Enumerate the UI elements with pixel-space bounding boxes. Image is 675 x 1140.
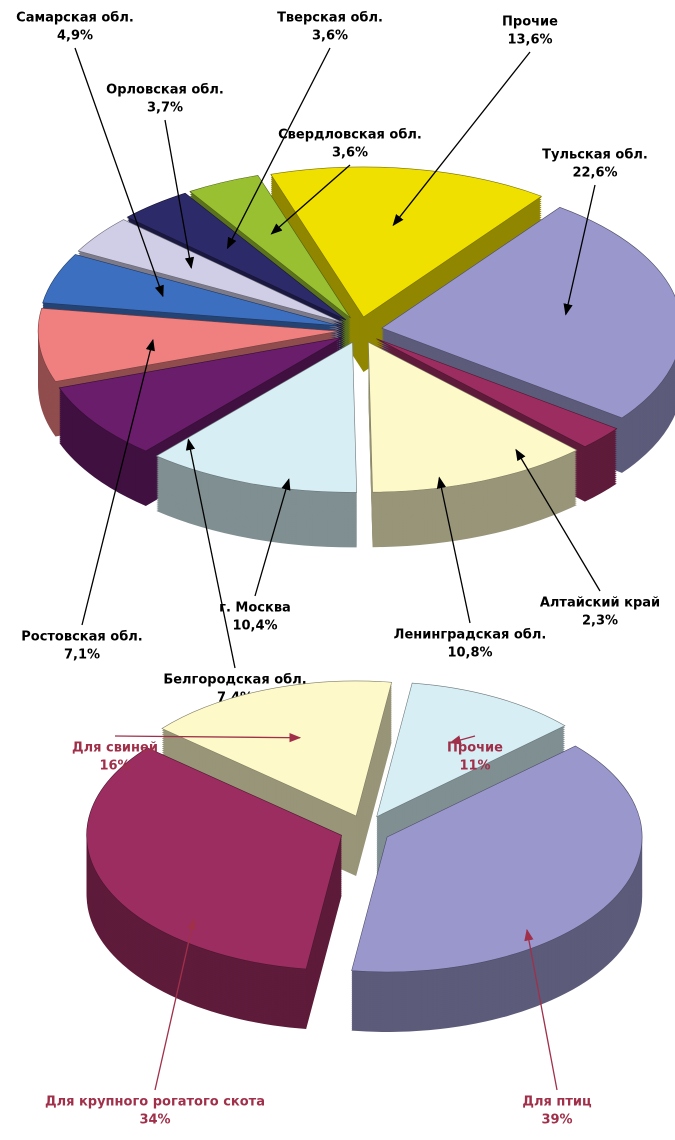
slice: [86, 747, 342, 1030]
label-arrow: [270, 164, 351, 235]
slice-value-label: 39%: [541, 1113, 572, 1128]
slice-label: Для птиц: [522, 1095, 592, 1110]
label-arrow: [436, 476, 471, 624]
label-arrow: [449, 735, 476, 745]
slice-label: Ростовская обл.: [21, 630, 143, 645]
label-arrow: [81, 338, 155, 626]
slice-top: [37, 307, 339, 382]
slice-label: г. Москва: [219, 601, 291, 616]
label-arrow: [524, 928, 558, 1091]
slice-value-label: 3,7%: [147, 101, 183, 116]
slice: [155, 341, 357, 548]
slice-top: [86, 747, 342, 970]
slice-value-label: 2,3%: [582, 614, 618, 629]
slice-value-label: 10,4%: [232, 619, 277, 634]
slice-label: Прочие: [502, 15, 558, 30]
label-arrow: [254, 478, 291, 597]
slice-top: [189, 175, 351, 319]
label-arrow: [226, 47, 331, 250]
slice-label: Алтайский край: [540, 596, 660, 611]
label-arrow: [185, 438, 236, 669]
label-arrow: [392, 51, 531, 227]
slice: [351, 745, 643, 1032]
slice-top: [161, 680, 392, 817]
slice-label: Самарская обл.: [16, 11, 134, 26]
slice-top: [42, 254, 340, 327]
slice-value-label: 7,1%: [64, 648, 100, 663]
slice: [381, 207, 675, 473]
slice-label: Орловская обл.: [106, 83, 224, 98]
slice-label: Для свиней: [72, 741, 158, 756]
slice-label: Тверская обл.: [277, 11, 383, 26]
label-arrow: [154, 917, 197, 1091]
label-arrow: [515, 448, 601, 592]
slice-value-label: 11%: [459, 759, 490, 774]
slice-top: [58, 337, 342, 452]
slice-top: [376, 682, 566, 818]
slice-value-label: 22,6%: [572, 166, 617, 181]
slice-label: Ленинградская обл.: [394, 628, 547, 643]
slice-value-label: 3,6%: [312, 29, 348, 44]
slice-value-label: 13,6%: [507, 33, 552, 48]
slice-top: [155, 341, 357, 493]
slice-value-label: 34%: [139, 1113, 170, 1128]
label-arrow: [164, 119, 195, 270]
slice-top: [270, 166, 543, 318]
slice-label: Свердловская обл.: [278, 128, 422, 143]
slice: [368, 341, 578, 548]
label-arrow: [114, 732, 302, 743]
slice-label: Тульская обл.: [542, 148, 648, 163]
slice-top: [381, 207, 675, 419]
slice-label: Для крупного рогатого скота: [45, 1095, 265, 1110]
slice: [270, 166, 543, 372]
slice-top: [126, 192, 347, 321]
label-arrow: [74, 47, 164, 298]
label-arrow: [563, 184, 596, 316]
slice-top: [351, 745, 643, 973]
slice-value-label: 3,6%: [332, 146, 368, 161]
slice-value-label: 4,9%: [57, 29, 93, 44]
slice-value-label: 10,8%: [447, 646, 492, 661]
slice-label: Прочие: [447, 741, 503, 756]
slice-top: [376, 338, 618, 447]
slice-label: Белгородская обл.: [163, 673, 306, 688]
slice-value-label: 16%: [99, 759, 130, 774]
